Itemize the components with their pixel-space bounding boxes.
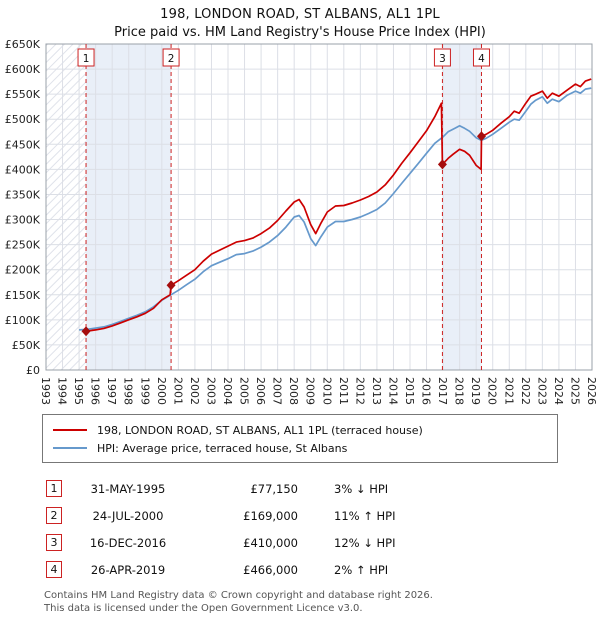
transaction-price: £410,000 xyxy=(243,535,298,550)
marker-number-box xyxy=(77,48,95,67)
x-axis-tick-label: 2011 xyxy=(337,377,350,405)
transaction-hpi-delta: 11% ↑ HPI xyxy=(334,508,396,523)
x-axis-tick-label: 1994 xyxy=(56,377,69,405)
transaction-number-badge: 2 xyxy=(46,507,62,524)
footer-line-2: This data is licensed under the Open Gov… xyxy=(44,603,363,614)
legend-item-hpi: HPI: Average price, terraced house, St A… xyxy=(53,439,547,457)
x-axis-tick-label: 2003 xyxy=(204,377,217,405)
transaction-hpi-delta: 3% ↓ HPI xyxy=(334,481,389,496)
legend-label-hpi: HPI: Average price, terraced house, St A… xyxy=(97,441,348,455)
footer-line-1: Contains HM Land Registry data © Crown c… xyxy=(44,590,433,601)
x-axis-tick-label: 2019 xyxy=(469,377,482,405)
license-footer: Contains HM Land Registry data © Crown c… xyxy=(44,589,600,615)
x-axis-tick-label: 2017 xyxy=(436,377,449,405)
y-axis-tick-label: £0 xyxy=(26,364,40,377)
y-axis-tick-label: £400K xyxy=(5,163,41,176)
legend: 198, LONDON ROAD, ST ALBANS, AL1 1PL (te… xyxy=(42,414,558,463)
x-axis-tick-label: 2002 xyxy=(188,377,201,405)
hpi-line xyxy=(79,87,592,331)
ownership-band xyxy=(442,44,482,370)
x-axis-tick-label: 2001 xyxy=(171,377,184,405)
x-axis-tick-label: 2007 xyxy=(271,377,284,405)
x-axis-tick-label: 1998 xyxy=(122,377,135,405)
table-row: 1 31-MAY-1995 £77,150 3% ↓ HPI xyxy=(46,475,600,502)
x-axis-tick-label: 2012 xyxy=(353,377,366,405)
x-axis-tick-label: 1993 xyxy=(39,377,52,405)
price-paid-line xyxy=(85,78,592,333)
legend-item-price-paid: 198, LONDON ROAD, ST ALBANS, AL1 1PL (te… xyxy=(53,421,547,439)
x-axis-tick-label: 2021 xyxy=(502,377,515,405)
x-axis-tick-label: 1999 xyxy=(138,377,151,405)
transaction-number-badge: 4 xyxy=(46,561,62,578)
x-axis-tick-label: 2000 xyxy=(155,377,168,405)
transaction-date: 26-APR-2019 xyxy=(90,562,166,577)
x-axis-tick-label: 2018 xyxy=(453,377,466,405)
x-axis-tick-label: 2014 xyxy=(386,377,399,405)
x-axis-tick-label: 2024 xyxy=(552,377,565,405)
transaction-hpi-delta: 2% ↑ HPI xyxy=(334,562,389,577)
x-axis-tick-label: 1995 xyxy=(72,377,85,405)
x-axis-tick-label: 1997 xyxy=(105,377,118,405)
y-axis-tick-label: £550K xyxy=(5,88,41,101)
x-axis-tick-label: 2020 xyxy=(486,377,499,405)
x-axis-tick-label: 2006 xyxy=(254,377,267,405)
x-axis-tick-label: 1996 xyxy=(89,377,102,405)
y-axis-tick-label: £100K xyxy=(5,314,41,327)
sale-point-marker xyxy=(81,326,91,337)
x-axis-tick-label: 2009 xyxy=(304,377,317,405)
marker-number-label: 1 xyxy=(83,53,90,65)
sale-point-marker xyxy=(437,159,447,170)
sale-point-marker xyxy=(166,280,176,291)
transaction-hpi-delta: 12% ↓ HPI xyxy=(334,535,396,550)
y-axis-tick-label: £350K xyxy=(5,188,41,201)
y-axis-tick-label: £500K xyxy=(5,113,41,126)
transaction-number-badge: 3 xyxy=(46,534,62,551)
x-axis-tick-label: 2004 xyxy=(221,377,234,405)
y-axis-tick-label: £150K xyxy=(5,289,41,302)
price-line-swatch xyxy=(53,429,87,431)
transaction-table: 1 31-MAY-1995 £77,150 3% ↓ HPI 2 24-JUL-… xyxy=(46,475,600,583)
marker-number-box xyxy=(162,48,180,67)
y-axis-tick-label: £250K xyxy=(5,239,41,252)
x-axis-tick-label: 2008 xyxy=(287,377,300,405)
table-row: 4 26-APR-2019 £466,000 2% ↑ HPI xyxy=(46,556,600,583)
transaction-price: £466,000 xyxy=(243,562,298,577)
x-axis-tick-label: 2025 xyxy=(568,377,581,405)
y-axis-tick-label: £300K xyxy=(5,214,41,227)
hpi-line-swatch xyxy=(53,447,87,449)
transaction-number-badge: 1 xyxy=(46,480,62,497)
y-axis-tick-label: £650K xyxy=(5,40,41,51)
table-row: 2 24-JUL-2000 £169,000 11% ↑ HPI xyxy=(46,502,600,529)
marker-number-label: 3 xyxy=(439,53,446,65)
transaction-price: £169,000 xyxy=(243,508,298,523)
y-axis-tick-label: £200K xyxy=(5,264,41,277)
marker-number-box xyxy=(472,48,490,67)
y-axis-tick-label: £600K xyxy=(5,63,41,76)
price-history-chart: £0 £50K £100K £150K £200K £250K £300K £350K £400… xyxy=(5,40,598,405)
marker-number-label: 4 xyxy=(478,53,485,65)
x-axis-tick-label: 2023 xyxy=(535,377,548,405)
page-title: 198, LONDON ROAD, ST ALBANS, AL1 1PL xyxy=(160,7,440,22)
x-axis-tick-label: 2022 xyxy=(519,377,532,405)
no-data-hatch-band xyxy=(46,44,87,370)
transaction-date: 24-JUL-2000 xyxy=(92,508,164,523)
marker-number-box xyxy=(433,48,451,67)
transaction-date: 31-MAY-1995 xyxy=(90,481,166,496)
transaction-date: 16-DEC-2016 xyxy=(89,535,167,550)
x-axis-tick-label: 2005 xyxy=(238,377,251,405)
transaction-price: £77,150 xyxy=(250,481,298,496)
marker-number-label: 2 xyxy=(168,53,175,65)
y-axis-tick-label: £50K xyxy=(12,339,41,352)
y-axis-tick-label: £450K xyxy=(5,138,41,151)
sale-point-marker xyxy=(476,131,486,142)
page-subtitle: Price paid vs. HM Land Registry's House … xyxy=(114,25,486,40)
x-axis-tick-label: 2013 xyxy=(370,377,383,405)
x-axis-tick-label: 2010 xyxy=(320,377,333,405)
legend-label-price-paid: 198, LONDON ROAD, ST ALBANS, AL1 1PL (te… xyxy=(97,423,423,437)
x-axis-tick-label: 2026 xyxy=(585,377,598,405)
x-axis-tick-label: 2015 xyxy=(403,377,416,405)
x-axis-tick-label: 2016 xyxy=(420,377,433,405)
table-row: 3 16-DEC-2016 £410,000 12% ↓ HPI xyxy=(46,529,600,556)
